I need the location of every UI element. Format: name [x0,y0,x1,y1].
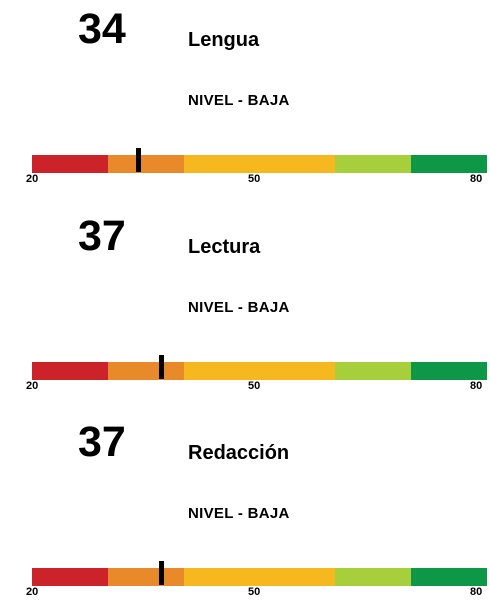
score-marker [158,561,164,585]
score-card-lectura: 37 Lectura NIVEL - BAJA 20 50 80 [0,207,490,407]
level-label: NIVEL - BAJA [188,505,290,522]
score-value: 37 [78,418,126,466]
scale-band-0 [32,362,108,380]
scale-band-2 [183,362,336,380]
level-label: NIVEL - BAJA [188,92,290,109]
score-scale-bar [32,568,487,586]
subject-title: Redacción [188,442,290,464]
scale-tick-min: 20 [26,380,39,392]
scale-tick-min: 20 [26,586,39,598]
scale-band-3 [335,568,412,586]
level-label: NIVEL - BAJA [188,299,290,316]
scale-band-4 [411,155,487,173]
scale-tick-min: 20 [26,173,39,185]
scale-band-1 [107,568,184,586]
score-value: 34 [78,5,126,53]
scale-tick-max: 80 [470,380,483,392]
scale-tick-max: 80 [470,586,483,598]
subject-title: Lectura [188,236,261,258]
scale-band-2 [183,155,336,173]
scale-tick-mid: 50 [248,173,261,185]
scale-band-3 [335,362,412,380]
scale-band-0 [32,155,108,173]
scale-tick-max: 80 [470,173,483,185]
scale-band-1 [107,155,184,173]
score-scale-bar [32,362,487,380]
score-scale-bar [32,155,487,173]
score-card-lengua: 34 Lengua NIVEL - BAJA 20 50 80 [0,0,490,200]
scale-band-4 [411,362,487,380]
scale-band-2 [183,568,336,586]
score-marker [158,355,164,379]
score-marker [136,148,142,172]
scale-band-4 [411,568,487,586]
scale-band-3 [335,155,412,173]
subject-title: Lengua [188,29,260,51]
score-card-redaccion: 37 Redacción NIVEL - BAJA 20 50 80 [0,413,490,613]
scale-tick-mid: 50 [248,586,261,598]
scale-tick-mid: 50 [248,380,261,392]
scale-band-0 [32,568,108,586]
scale-band-1 [107,362,184,380]
score-value: 37 [78,212,126,260]
